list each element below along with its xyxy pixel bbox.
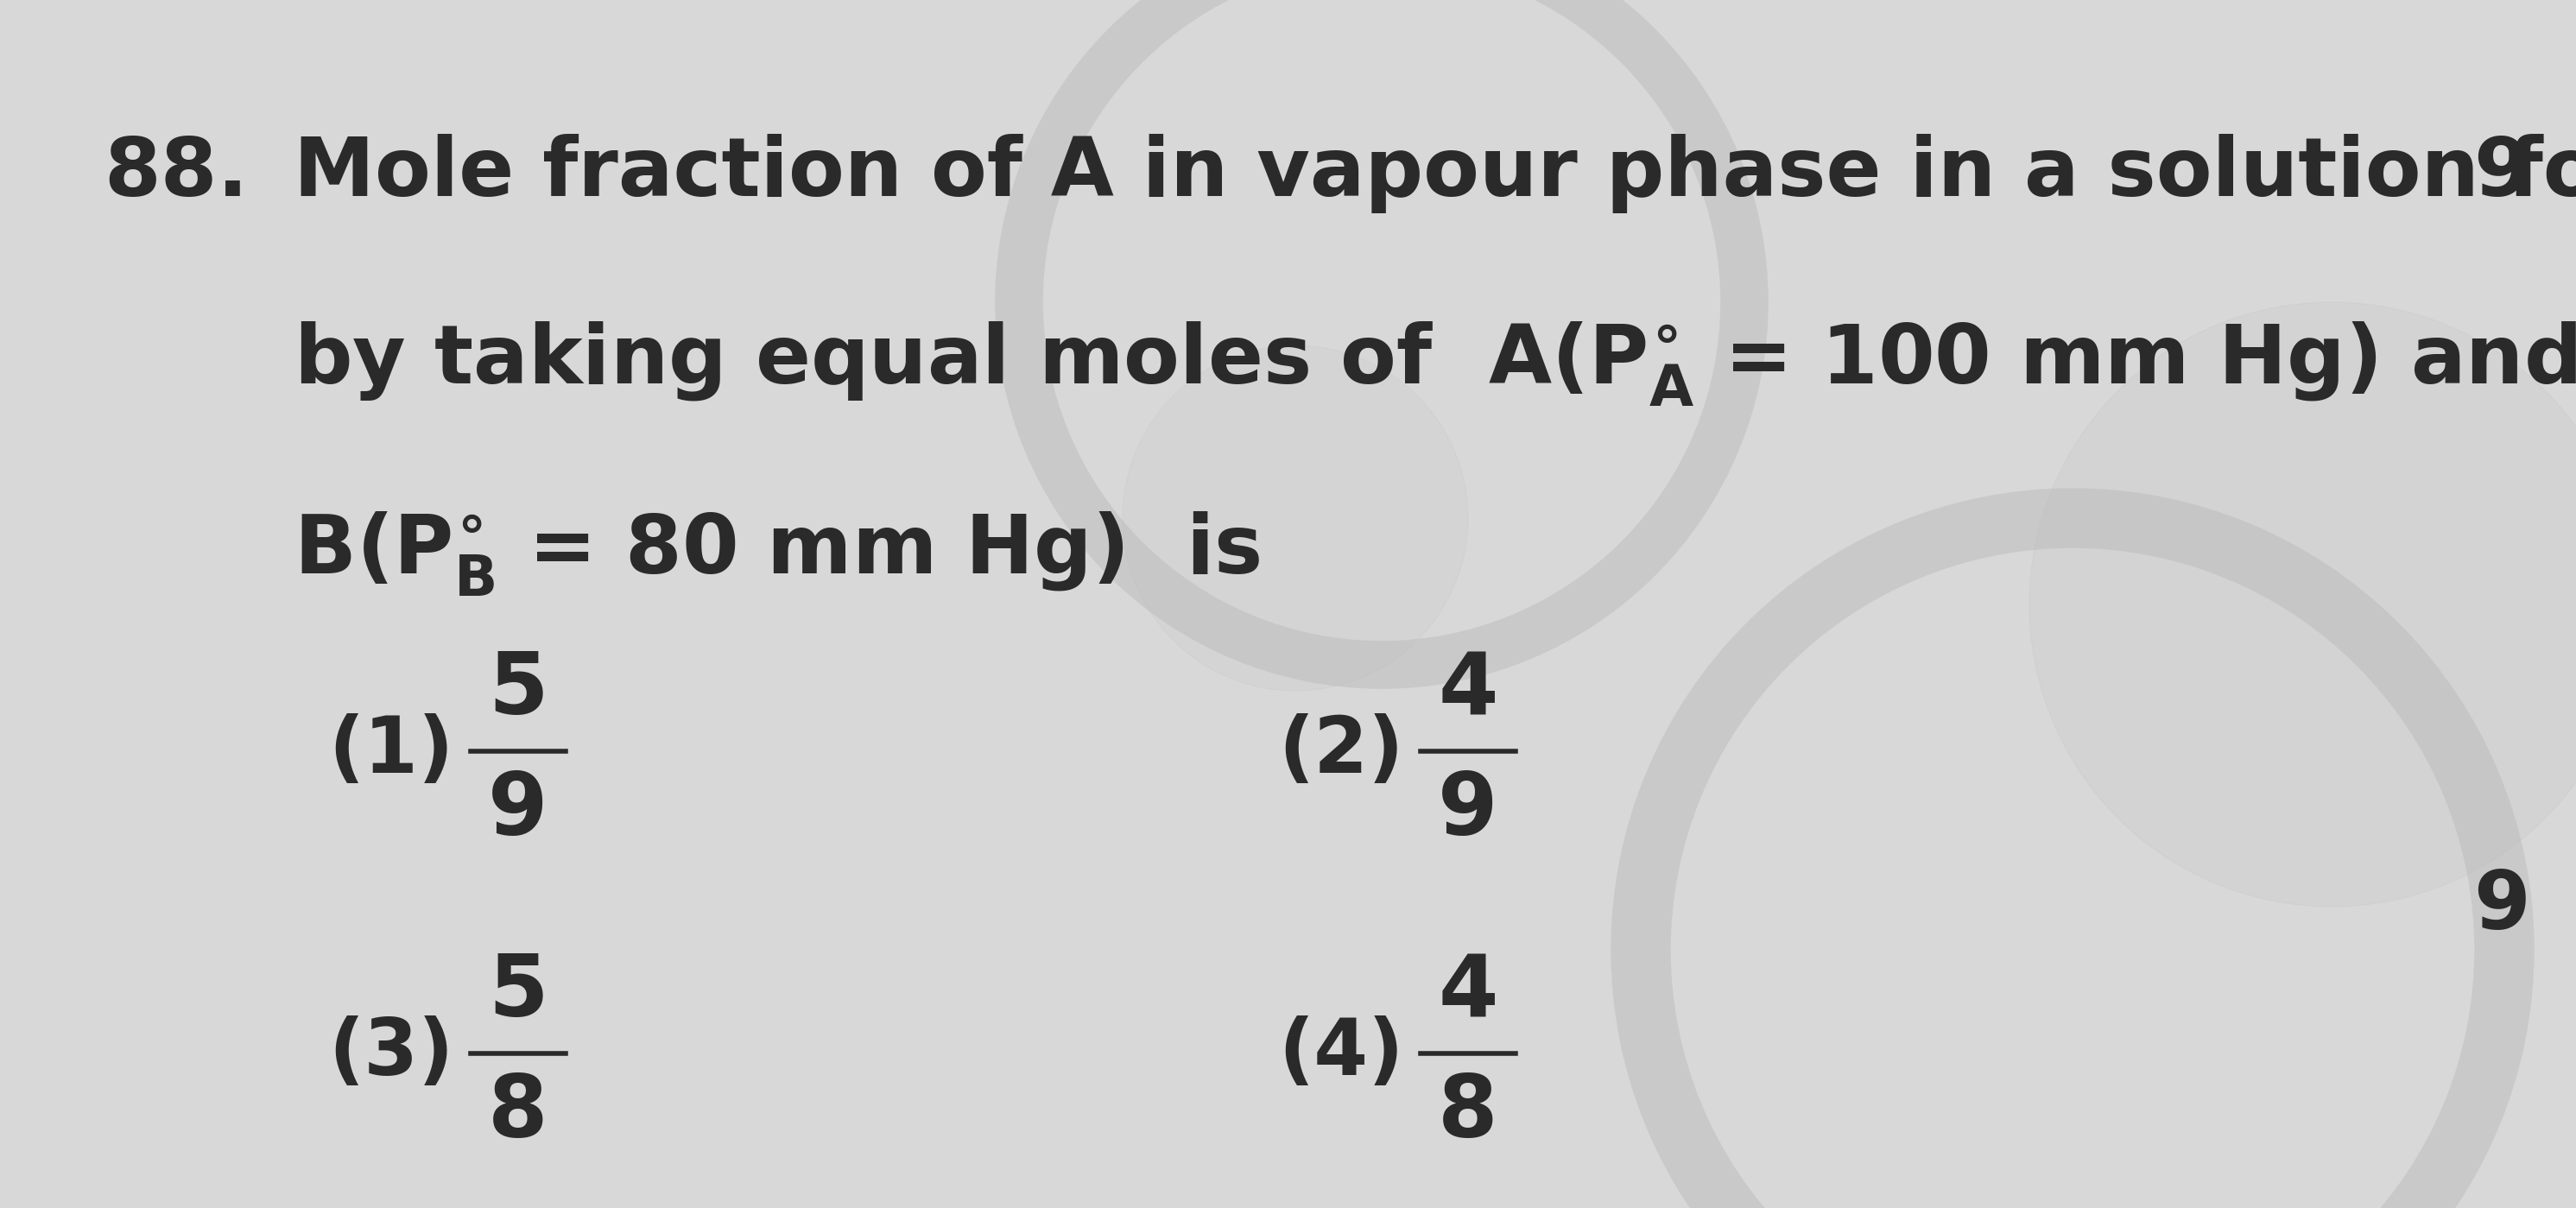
Circle shape bbox=[2030, 302, 2576, 907]
Text: by taking equal moles of  A($\mathregular{P_A^{\circ}}$ = 100 mm Hg) and: by taking equal moles of A($\mathregular… bbox=[294, 319, 2576, 407]
Text: Mole fraction of A in vapour phase in a solution formed: Mole fraction of A in vapour phase in a … bbox=[294, 134, 2576, 214]
Text: 9: 9 bbox=[487, 769, 549, 854]
Text: 9: 9 bbox=[2473, 867, 2530, 946]
Text: 8: 8 bbox=[487, 1071, 549, 1156]
Text: 9: 9 bbox=[1437, 769, 1499, 854]
Text: 9: 9 bbox=[2473, 134, 2530, 214]
Text: (1): (1) bbox=[327, 713, 453, 789]
Text: 4: 4 bbox=[1437, 951, 1499, 1035]
Text: 88.: 88. bbox=[103, 134, 247, 214]
Circle shape bbox=[1123, 345, 1468, 691]
Text: B($\mathregular{P_B^{\circ}}$ = 80 mm Hg)  is: B($\mathregular{P_B^{\circ}}$ = 80 mm Hg… bbox=[294, 510, 1260, 598]
Text: (3): (3) bbox=[327, 1016, 453, 1092]
Text: 5: 5 bbox=[487, 649, 549, 733]
Text: (2): (2) bbox=[1278, 713, 1404, 789]
Text: 8: 8 bbox=[1437, 1071, 1499, 1156]
Text: (4): (4) bbox=[1278, 1016, 1404, 1092]
Text: 5: 5 bbox=[487, 951, 549, 1035]
Text: 4: 4 bbox=[1437, 649, 1499, 733]
